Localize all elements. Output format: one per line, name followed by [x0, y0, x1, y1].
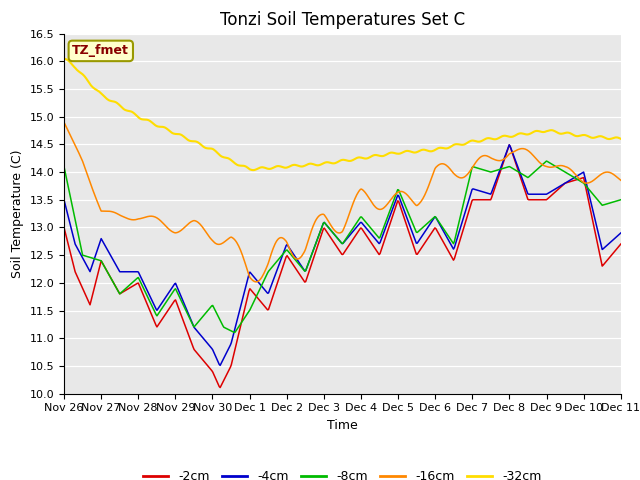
Y-axis label: Soil Temperature (C): Soil Temperature (C) [11, 149, 24, 278]
X-axis label: Time: Time [327, 419, 358, 432]
Legend: -2cm, -4cm, -8cm, -16cm, -32cm: -2cm, -4cm, -8cm, -16cm, -32cm [138, 465, 547, 480]
Text: TZ_fmet: TZ_fmet [72, 44, 129, 58]
Title: Tonzi Soil Temperatures Set C: Tonzi Soil Temperatures Set C [220, 11, 465, 29]
